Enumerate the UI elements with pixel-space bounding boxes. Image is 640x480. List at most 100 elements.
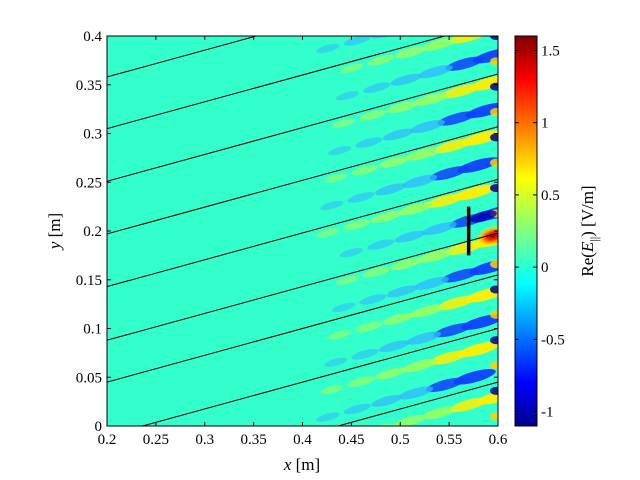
field-line [107, 178, 498, 288]
heatmap-edge-lobe [490, 386, 498, 395]
x-tick-label: 0.45 [338, 432, 364, 448]
heatmap-negative-lobe [402, 174, 438, 188]
heatmap-positive-lobe [328, 330, 352, 340]
heatmap-edge-lobe [490, 336, 498, 345]
heatmap-positive-lobe [421, 37, 457, 51]
heatmap-negative-lobe [335, 91, 360, 101]
heatmap-positive-lobe [363, 266, 391, 278]
heatmap-negative-lobe [363, 82, 391, 94]
heatmap-positive-lobe [331, 118, 356, 128]
y-tick-label: 0.2 [83, 224, 102, 240]
heatmap-negative-lobe [397, 15, 434, 34]
field-lines [107, 0, 498, 426]
heatmap-negative-lobe [445, 56, 485, 71]
heatmap-positive-lobe [378, 156, 410, 168]
heatmap-negative-lobe [437, 111, 477, 126]
x-axis-label: x [m] [283, 455, 320, 474]
heatmap-negative-lobe [398, 386, 434, 400]
y-tick-label: 0.25 [76, 175, 102, 191]
heatmap-positive-lobe [351, 164, 379, 176]
heatmap-negative-lobe [441, 268, 481, 283]
heatmap-negative-lobe [433, 322, 473, 338]
heatmap-negative-lobe [414, 276, 449, 290]
plot-area [106, 0, 499, 427]
heatmap-edge-lobe [490, 57, 498, 66]
heatmap-positive-lobe [347, 376, 375, 387]
heatmap-negative-lobe [351, 348, 379, 360]
heatmap-positive-lobe [449, 397, 489, 412]
heatmap-negative-lobe [386, 285, 418, 298]
heatmap-negative-lobe [375, 183, 406, 196]
heatmap-negative-lobe [367, 239, 395, 250]
colorbar-tick-label: 1 [541, 116, 549, 132]
y-tick-label: 0.4 [83, 29, 102, 45]
heatmap-positive-lobe [320, 385, 344, 395]
field-line [107, 126, 498, 235]
heatmap-positive-lobe [429, 350, 469, 365]
heatmap-positive-lobe [441, 83, 481, 99]
heatmap-field [316, 15, 498, 426]
heatmap-negative-lobe [429, 166, 469, 181]
heatmap-negative-lobe [359, 294, 387, 305]
field-line [107, 36, 259, 78]
heatmap-negative-lobe [324, 357, 348, 367]
heatmap-negative-lobe [339, 248, 363, 258]
heatmap-positive-lobe [382, 312, 414, 325]
heatmap-negative-lobe [355, 137, 383, 148]
heatmap-edge-lobe [490, 36, 498, 40]
heatmap-edge-lobe [490, 133, 498, 142]
heatmap-edge-lobe [490, 412, 498, 421]
heatmap-positive-lobe [421, 406, 457, 420]
heatmap-edge-lobe [490, 82, 498, 91]
x-tick-label: 0.5 [391, 432, 410, 448]
x-tick-label: 0.3 [195, 432, 214, 448]
field-line [107, 0, 498, 24]
heatmap-positive-lobe [371, 210, 403, 223]
heatmap-negative-lobe [421, 222, 457, 236]
heatmap-negative-lobe [390, 73, 422, 86]
heatmap-positive-lobe [433, 138, 473, 154]
heatmap-negative-lobe [425, 377, 465, 393]
colorbar-label: Re(E||) [V/m] [578, 185, 601, 276]
heatmap-positive-lobe [367, 55, 395, 66]
heatmap-positive-lobe [319, 15, 344, 28]
heatmap-negative-lobe [406, 331, 442, 345]
field-line [336, 381, 498, 426]
heatmap-negative-lobe [328, 145, 352, 156]
heatmap-positive-lobe [398, 202, 434, 216]
heatmap-positive-lobe [414, 92, 449, 106]
heatmap-positive-lobe [324, 173, 348, 183]
heatmap-negative-lobe [316, 43, 340, 54]
x-tick-label: 0.25 [143, 432, 169, 448]
x-tick-label: 0.4 [293, 432, 312, 448]
heatmap-edge-lobe [490, 108, 498, 117]
heatmap-hot-spot [475, 225, 498, 247]
heatmap-edge-lobe [490, 260, 498, 269]
colorbar-tick-label: -1 [541, 405, 554, 421]
colorbar-tick-label: 0 [541, 260, 549, 276]
colorbar: -1 -0.5 0 0.5 1 1.5 Re(E||) [V/m] [514, 35, 601, 427]
heatmap-negative-lobe [394, 230, 426, 243]
y-axis-label: y [m] [45, 213, 64, 251]
heatmap-edge-lobe [490, 184, 498, 193]
heatmap-positive-lobe [410, 304, 446, 318]
x-tick-label: 0.2 [98, 432, 117, 448]
heatmap-negative-lobe [418, 65, 453, 79]
heatmap-positive-lobe [445, 240, 485, 256]
colorbar-tick-label: 0.5 [541, 188, 560, 204]
field-line [140, 328, 498, 426]
heatmap-positive-lobe [343, 219, 371, 231]
x-tick-label: 0.55 [436, 432, 462, 448]
colorbar-tick-label: 1.5 [541, 43, 560, 59]
x-tick-label: 0.6 [489, 432, 508, 448]
heatmap-negative-lobe [320, 200, 344, 211]
heatmap-edge-lobe [490, 361, 498, 370]
heatmap-positive-lobe [386, 101, 418, 114]
heatmap-negative-lobe [410, 119, 446, 134]
heatmap-positive-lobe [339, 63, 363, 74]
field-line [107, 274, 498, 383]
heatmap-negative-lobe [343, 403, 371, 415]
heatmap-negative-lobe [347, 192, 375, 203]
heatmap-edge-lobe [490, 285, 498, 294]
